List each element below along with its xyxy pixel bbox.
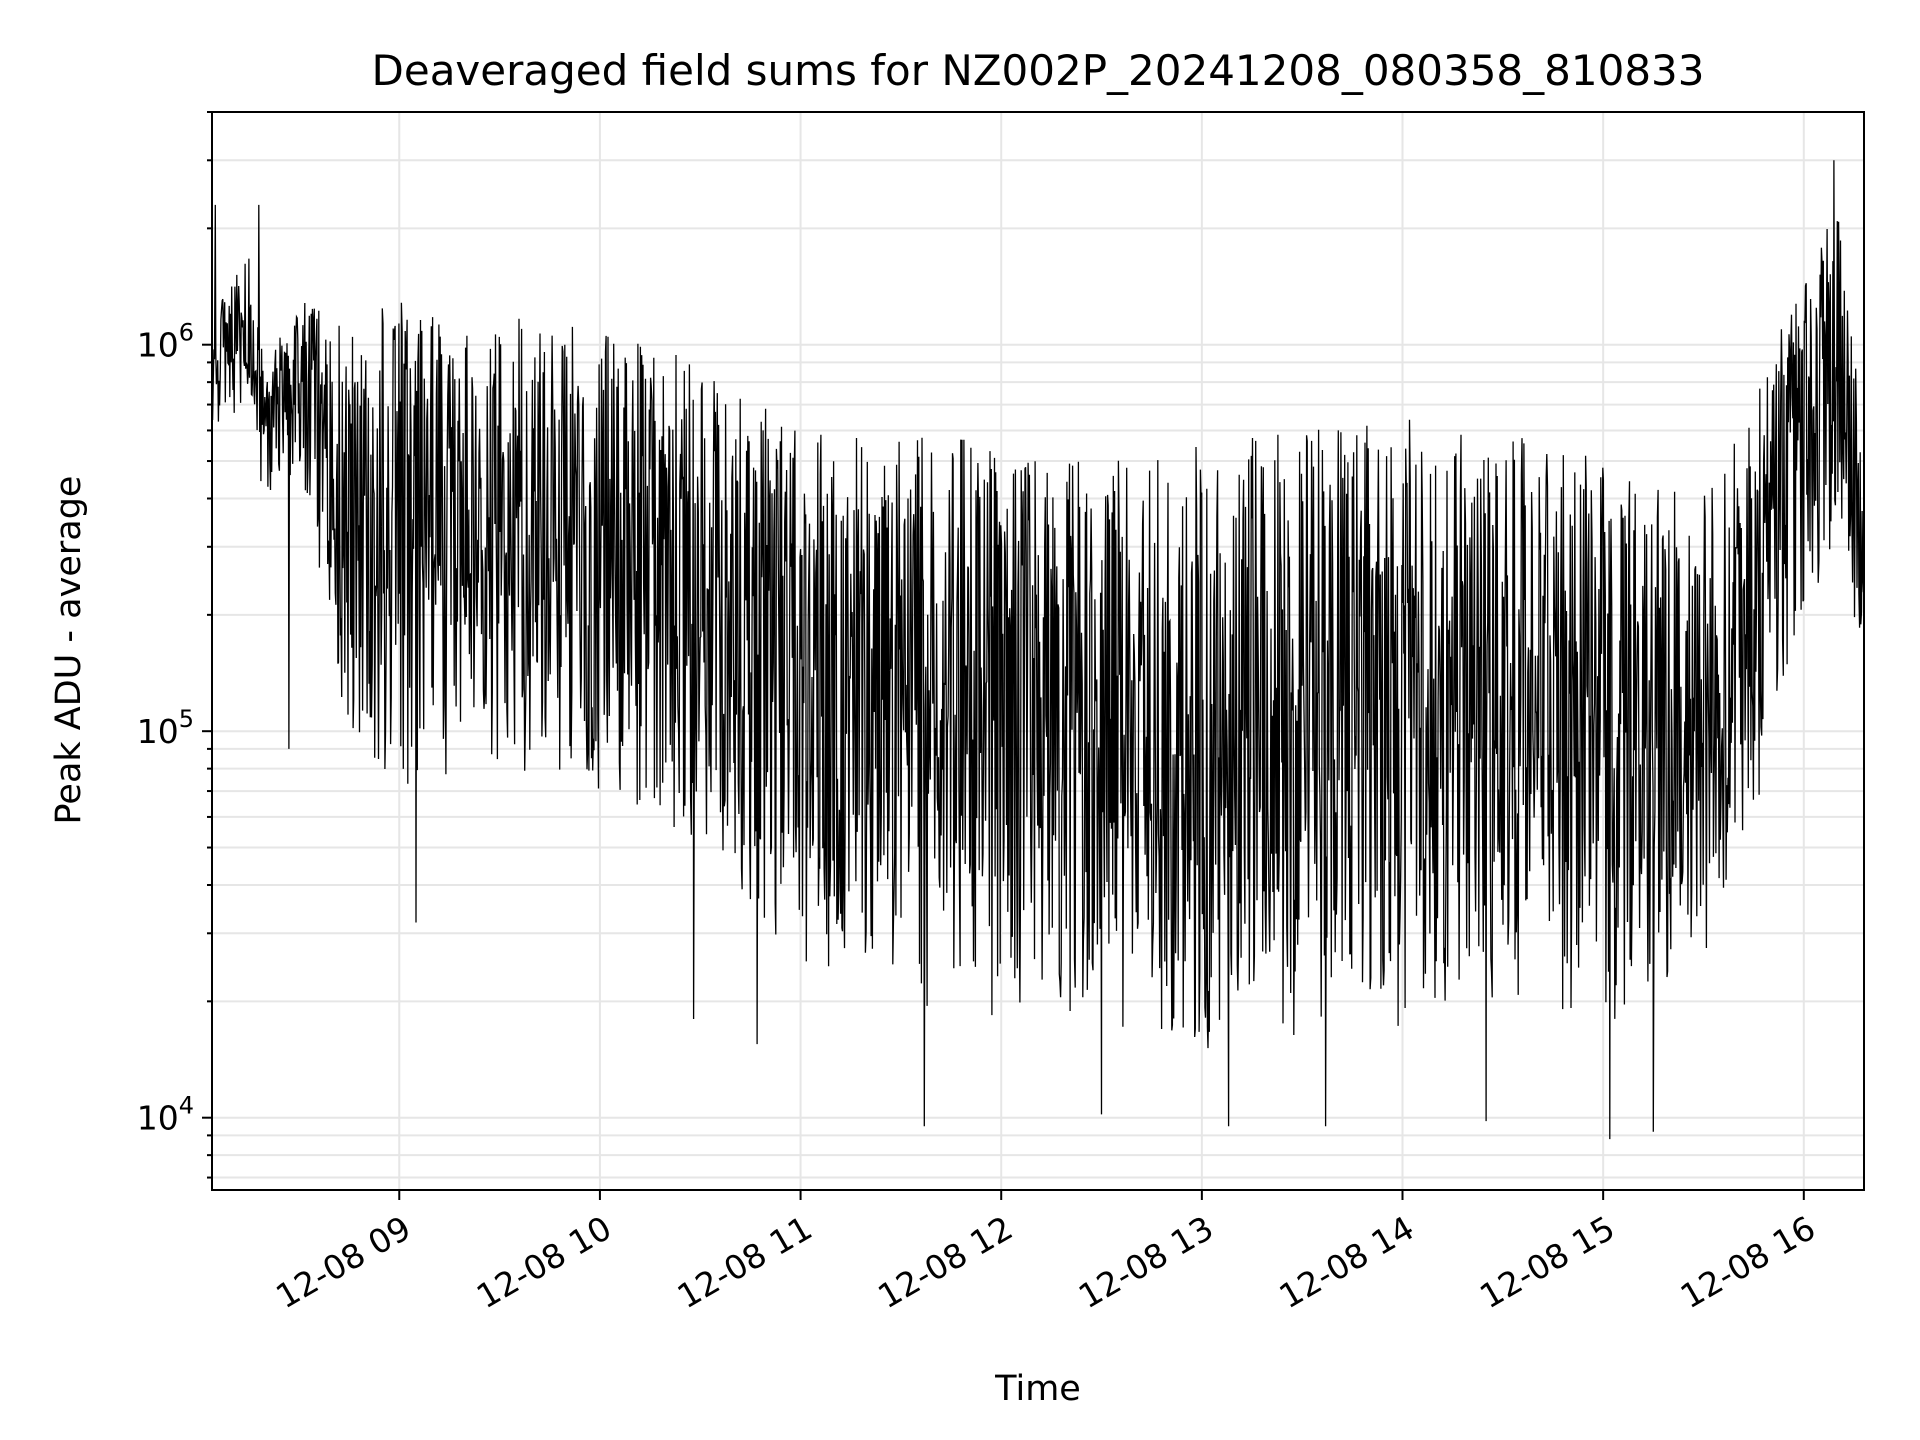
y-tick-label: 104: [137, 1092, 194, 1138]
y-tick-label: 105: [137, 705, 194, 751]
y-axis-label: Peak ADU - average: [49, 476, 89, 825]
series-line: [211, 160, 1865, 1140]
x-axis-label: Time: [994, 1369, 1081, 1409]
y-tick-base: 10: [137, 326, 179, 365]
y-tick-exponent: 6: [179, 319, 194, 347]
series-layer: [211, 160, 1865, 1140]
y-tick-base: 10: [137, 1099, 179, 1138]
y-tick-label: 106: [137, 319, 194, 365]
y-tick-base: 10: [137, 712, 179, 751]
y-tick-exponent: 4: [179, 1092, 194, 1120]
chart-title: Deaveraged field sums for NZ002P_2024120…: [372, 46, 1705, 95]
y-tick-exponent: 5: [179, 705, 194, 733]
plot-area-frame: [211, 111, 1865, 1191]
